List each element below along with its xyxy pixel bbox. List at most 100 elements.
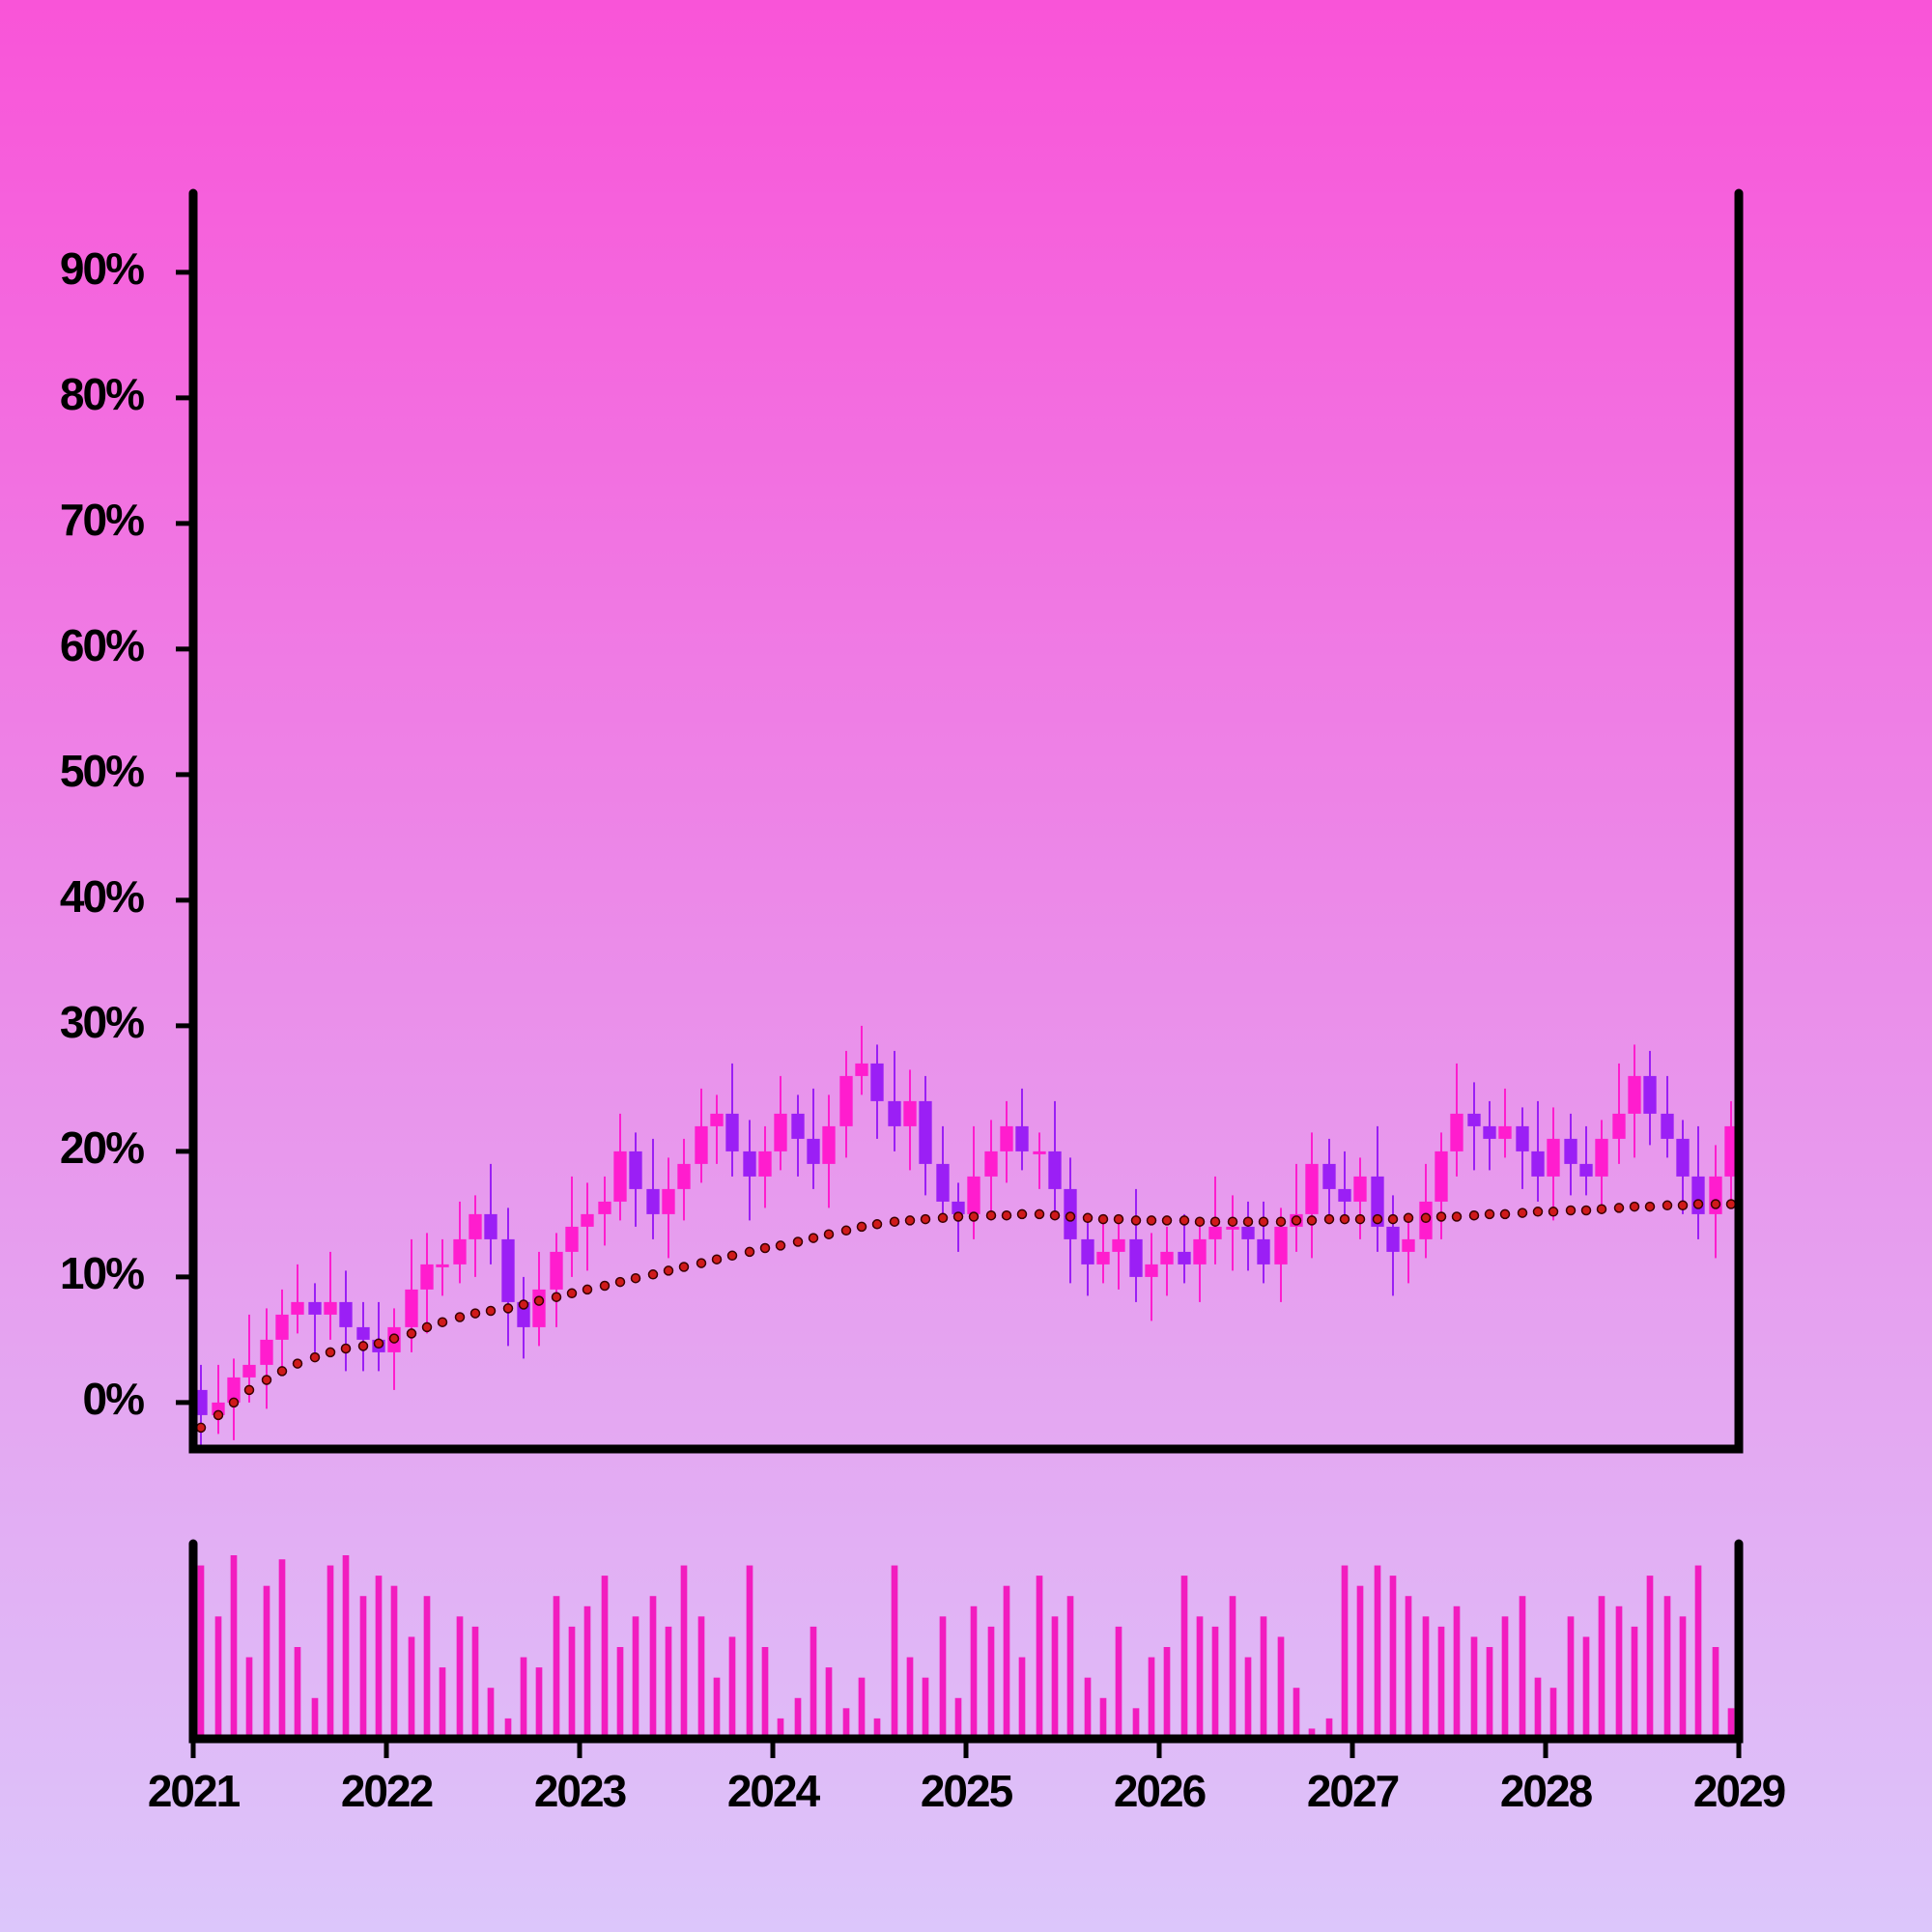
candle-body xyxy=(1353,1176,1367,1202)
moving-average-point xyxy=(518,1299,529,1310)
candle-body xyxy=(1257,1238,1270,1264)
volume-bar xyxy=(1341,1565,1349,1739)
volume-bar xyxy=(263,1585,270,1739)
moving-average-point xyxy=(1517,1208,1528,1218)
volume-bar xyxy=(1132,1708,1140,1739)
volume-bar xyxy=(1598,1596,1605,1739)
volume-bar xyxy=(1422,1616,1430,1739)
moving-average-point xyxy=(1323,1213,1335,1225)
x-tick-label: 2021 xyxy=(148,1766,241,1816)
candle-body xyxy=(822,1125,836,1164)
moving-average-point xyxy=(630,1272,641,1284)
moving-average-point xyxy=(1662,1200,1673,1211)
moving-average-point xyxy=(406,1328,417,1339)
volume-bar xyxy=(728,1636,736,1739)
candle-body xyxy=(275,1314,289,1340)
volume-bar xyxy=(1534,1677,1542,1739)
candle-body xyxy=(1661,1113,1674,1139)
moving-average-point xyxy=(1677,1200,1689,1211)
volume-bar xyxy=(471,1626,479,1739)
moving-average-point xyxy=(663,1265,674,1276)
volume-bar xyxy=(408,1636,415,1739)
candle-body xyxy=(260,1339,273,1365)
candle-body xyxy=(1450,1113,1463,1151)
volume-bar xyxy=(601,1576,609,1739)
moving-average-point xyxy=(678,1262,690,1272)
volume-bar xyxy=(906,1657,914,1739)
volume-bar xyxy=(278,1559,286,1739)
moving-average-point xyxy=(1130,1215,1142,1226)
moving-average-point xyxy=(1049,1209,1061,1221)
candle-body xyxy=(1579,1163,1593,1177)
candle-body xyxy=(291,1301,304,1315)
candle-body xyxy=(1595,1138,1608,1177)
volume-bar xyxy=(858,1677,866,1739)
moving-average-point xyxy=(759,1242,771,1254)
candle-body xyxy=(1145,1264,1158,1277)
x-tick-label: 2028 xyxy=(1500,1766,1593,1816)
candle-body xyxy=(774,1113,787,1151)
volume-bar xyxy=(230,1555,238,1739)
candle-body xyxy=(1531,1151,1545,1177)
volume-bar xyxy=(794,1697,802,1739)
moving-average-point xyxy=(1725,1199,1737,1209)
candle-body xyxy=(1274,1226,1288,1264)
candle-body xyxy=(532,1289,546,1327)
volume-bar xyxy=(954,1697,962,1739)
y-tick-label: 80% xyxy=(60,369,144,419)
moving-average-point xyxy=(696,1258,707,1268)
candle-body xyxy=(1435,1151,1448,1202)
moving-average-point xyxy=(711,1254,723,1264)
volume-bar xyxy=(439,1667,446,1739)
volume-bar xyxy=(1229,1596,1236,1739)
volume-bar xyxy=(1211,1626,1219,1739)
candle-body xyxy=(855,1063,868,1076)
candle-body xyxy=(1483,1125,1496,1139)
candle-body xyxy=(1096,1251,1110,1264)
volume-bar xyxy=(1631,1626,1638,1739)
candle-body xyxy=(501,1238,515,1302)
candle-body xyxy=(743,1151,756,1177)
volume-bar xyxy=(1196,1616,1204,1739)
moving-average-point xyxy=(985,1209,997,1221)
volume-bar xyxy=(1325,1718,1333,1739)
candle-body xyxy=(356,1326,370,1340)
moving-average-point xyxy=(744,1246,755,1258)
candle-body xyxy=(420,1264,434,1290)
candle-body xyxy=(888,1100,901,1126)
moving-average-point xyxy=(1403,1212,1414,1224)
candle-body xyxy=(1676,1138,1690,1177)
volume-bar xyxy=(487,1688,495,1739)
candle-body xyxy=(677,1163,691,1189)
volume-bar xyxy=(1051,1616,1059,1739)
moving-average-point xyxy=(454,1312,466,1322)
moving-average-point xyxy=(647,1269,659,1280)
candle-body xyxy=(1338,1188,1351,1202)
price-frame xyxy=(188,188,1744,1454)
moving-average-point xyxy=(1034,1208,1045,1220)
moving-average-point xyxy=(551,1292,562,1302)
volume-bar xyxy=(327,1565,334,1739)
moving-average-point xyxy=(1372,1213,1383,1225)
volume-bar xyxy=(1084,1677,1092,1739)
candle-body xyxy=(984,1151,998,1177)
candle-body xyxy=(308,1301,322,1315)
volume-bar xyxy=(1099,1697,1107,1739)
volume-bar xyxy=(1679,1616,1687,1739)
moving-average-point xyxy=(1227,1216,1238,1227)
volume-bar xyxy=(1260,1616,1267,1739)
moving-average-point xyxy=(1580,1205,1592,1216)
volume-bar xyxy=(1663,1596,1671,1739)
y-tick-label: 0% xyxy=(83,1374,145,1424)
volume-bar xyxy=(1615,1605,1623,1739)
volume-bar xyxy=(311,1697,319,1739)
candle-body xyxy=(242,1364,256,1378)
candle-body xyxy=(1241,1226,1255,1239)
moving-average-point xyxy=(1484,1208,1495,1220)
candle-body xyxy=(1628,1075,1641,1114)
volume-bar xyxy=(649,1596,657,1739)
candle-body xyxy=(1516,1125,1529,1151)
volume-bar xyxy=(375,1576,383,1739)
candle-body xyxy=(484,1213,497,1239)
candle-body xyxy=(629,1151,642,1189)
